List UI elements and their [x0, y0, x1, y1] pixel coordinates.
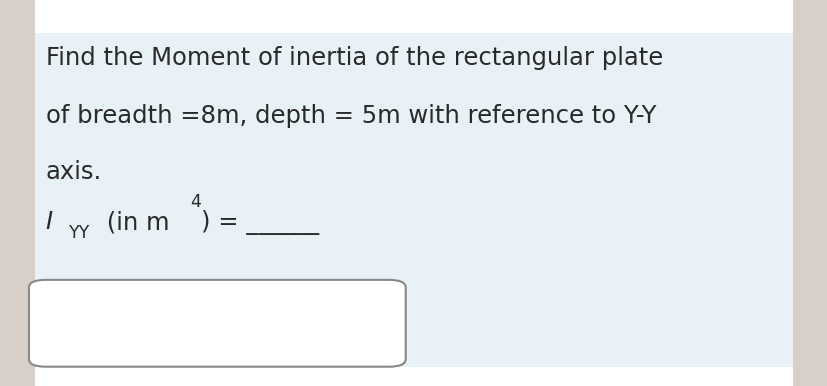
- FancyBboxPatch shape: [0, 0, 827, 33]
- Text: Find the Moment of inertia of the rectangular plate: Find the Moment of inertia of the rectan…: [45, 46, 662, 70]
- Text: YY: YY: [69, 224, 90, 242]
- Text: I: I: [45, 210, 53, 234]
- Text: ) = ______: ) = ______: [201, 210, 319, 235]
- Text: (in m: (in m: [99, 210, 170, 234]
- FancyBboxPatch shape: [792, 0, 827, 386]
- FancyBboxPatch shape: [0, 367, 827, 386]
- Text: axis.: axis.: [45, 160, 102, 184]
- FancyBboxPatch shape: [0, 0, 35, 386]
- Text: of breadth =8m, depth = 5m with reference to Y-Y: of breadth =8m, depth = 5m with referenc…: [45, 104, 655, 128]
- Text: 4: 4: [190, 193, 201, 211]
- FancyBboxPatch shape: [29, 280, 405, 367]
